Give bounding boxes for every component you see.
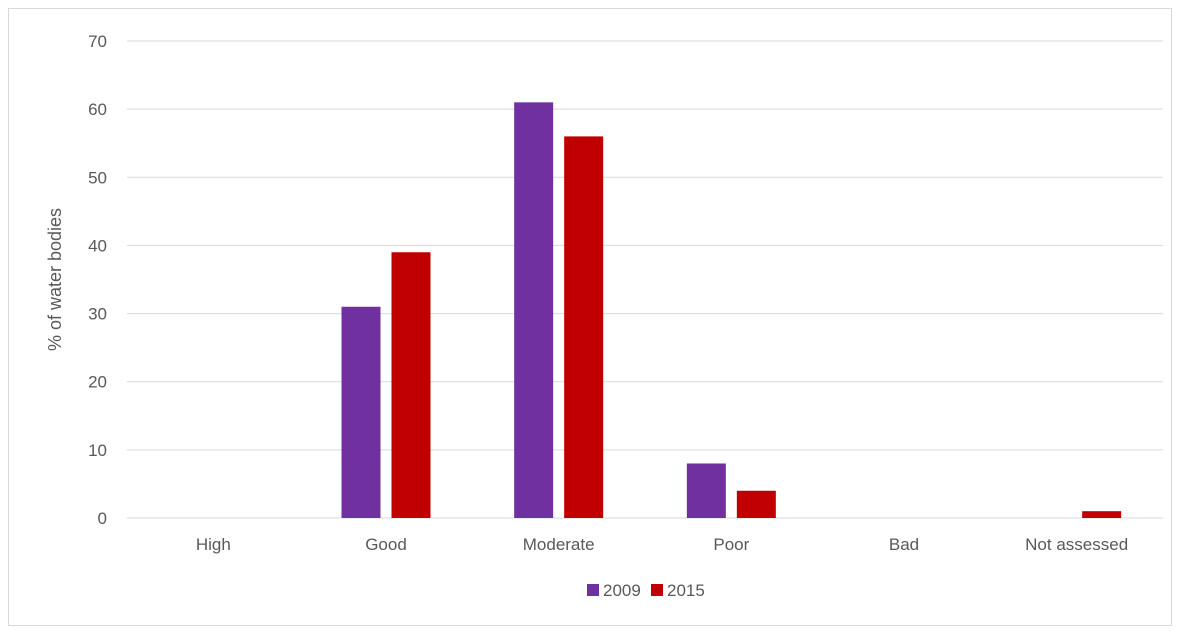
y-axis-title: % of water bodies: [45, 208, 65, 351]
y-tick-label: 20: [88, 373, 107, 392]
y-tick-label: 70: [88, 32, 107, 51]
bar-2015-moderate: [564, 136, 604, 518]
legend-swatch-2009: [587, 584, 599, 596]
x-category-label: High: [196, 535, 231, 554]
y-tick-label: 40: [88, 236, 107, 255]
x-axis-categories: High Good Moderate Poor Bad Not assessed: [196, 535, 1128, 554]
x-category-label: Poor: [713, 535, 749, 554]
bars: [341, 102, 1122, 518]
bar-2009-moderate: [514, 102, 554, 518]
y-tick-label: 60: [88, 100, 107, 119]
gridlines: [127, 40, 1163, 519]
bar-2015-not-assessed: [1082, 511, 1122, 518]
bar-2015-poor: [736, 490, 776, 518]
x-category-label: Moderate: [523, 535, 595, 554]
legend-label-2009: 2009: [603, 581, 641, 600]
y-tick-label: 30: [88, 305, 107, 324]
bar-2015-good: [391, 252, 431, 518]
bar-2009-poor: [686, 463, 726, 518]
y-axis-ticks: 0 10 20 30 40 50 60 70: [88, 32, 107, 528]
legend: 2009 2015: [587, 581, 705, 600]
y-tick-label: 0: [98, 509, 107, 528]
legend-label-2015: 2015: [667, 581, 705, 600]
legend-swatch-2015: [651, 584, 663, 596]
chart-frame: 0 10 20 30 40 50 60 70 High Good Moderate Poor Bad N…: [8, 8, 1172, 626]
x-category-label: Not assessed: [1025, 535, 1128, 554]
bar-2009-good: [341, 306, 381, 518]
y-tick-label: 10: [88, 441, 107, 460]
bar-chart: 0 10 20 30 40 50 60 70 High Good Moderate Poor Bad N…: [45, 32, 1163, 600]
x-category-label: Bad: [889, 535, 919, 554]
x-category-label: Good: [365, 535, 407, 554]
y-tick-label: 50: [88, 168, 107, 187]
